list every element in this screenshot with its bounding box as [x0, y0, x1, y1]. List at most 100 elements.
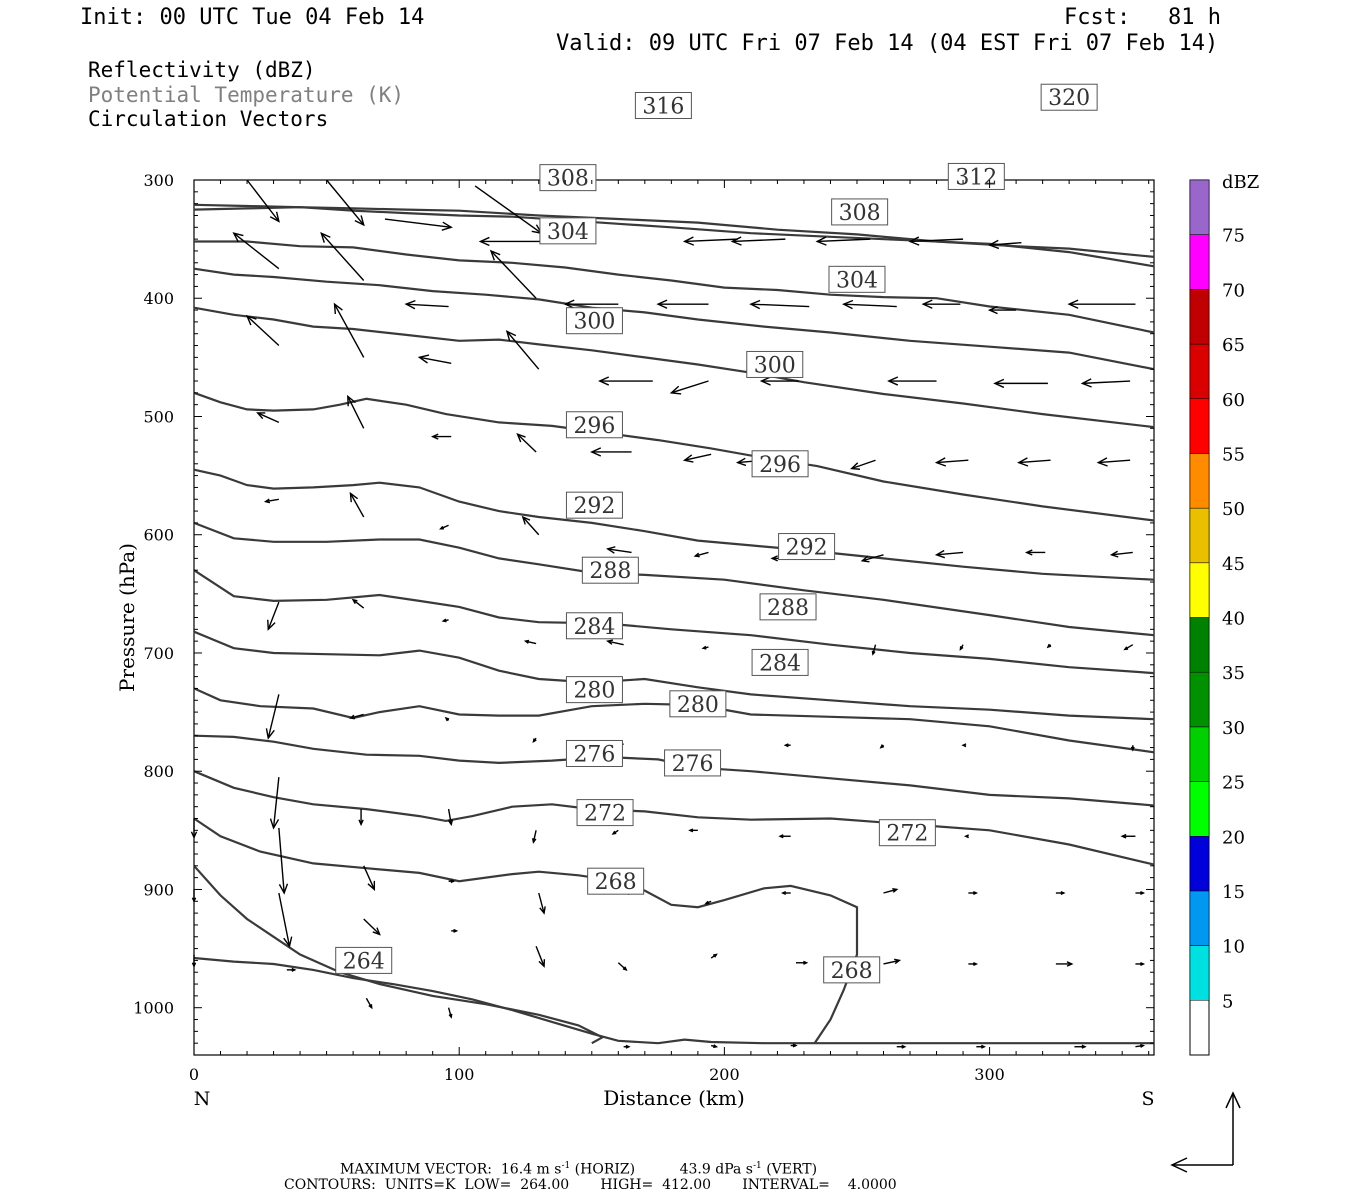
vector-arrow	[934, 457, 969, 467]
vector-shaft	[1098, 459, 1131, 464]
vector-shaft	[695, 551, 709, 557]
vector-arrow	[1017, 457, 1051, 467]
colorbar-swatch	[1189, 343, 1210, 399]
vector-shaft	[490, 250, 537, 299]
vector-arrow	[523, 639, 537, 645]
vector-shaft	[419, 356, 452, 364]
contour-label-box	[664, 749, 722, 777]
dbz-colorbar: 5 10 15 20 25 30 35 40 45 50 55 60 65 70 75 dBZ	[1189, 172, 1259, 1056]
contour-label: 280	[669, 690, 727, 718]
vector-head	[191, 962, 197, 969]
contour-label: 292	[565, 491, 623, 519]
vector-arrow	[815, 236, 871, 246]
colorbar-swatch	[1189, 289, 1210, 345]
vector-head	[860, 555, 870, 563]
colorbar-label: 65	[1222, 335, 1245, 356]
contour-320	[193, 206, 1155, 258]
vector-head	[611, 830, 617, 835]
contour-label-box	[587, 867, 645, 895]
x-tick-label: 300	[974, 1065, 1005, 1084]
contour-label-box	[831, 198, 889, 226]
vector-arrow	[617, 962, 628, 972]
vector-arrow	[842, 299, 897, 310]
vector-arrow	[191, 889, 197, 903]
vector-head	[348, 714, 356, 720]
vector-shaft	[936, 551, 964, 556]
vector-shaft	[851, 459, 876, 470]
vector-arrow	[934, 549, 964, 559]
vector-head	[521, 515, 531, 525]
contour-280	[193, 687, 1155, 754]
y-tick-label: 300	[143, 171, 174, 190]
vector-arrow	[1074, 1044, 1087, 1049]
vector-head	[563, 299, 575, 309]
contour-info-line: CONTOURS: UNITS=K LOW= 264.00 HIGH= 412.…	[284, 1177, 897, 1193]
vector-arrow	[447, 808, 454, 827]
vector-arrow	[590, 447, 632, 457]
contour-304	[193, 306, 1155, 429]
vector-arrow	[730, 236, 786, 246]
vector-shaft	[607, 640, 624, 646]
init-time: Init: 00 UTC Tue 04 Feb 14	[80, 5, 425, 30]
vector-head	[1046, 643, 1052, 649]
colorbar-label: 30	[1222, 718, 1245, 739]
vector-head	[532, 738, 537, 744]
vector-head	[1123, 646, 1129, 651]
vector-shaft	[350, 713, 364, 719]
vector-head	[320, 231, 331, 243]
vector-head	[1025, 549, 1033, 556]
vector-layer	[190, 179, 1146, 1049]
vector-head	[770, 555, 778, 562]
contour-label-box	[539, 217, 597, 245]
vector-head	[1130, 746, 1135, 752]
colorbar-label: 40	[1222, 609, 1245, 630]
max-vector-horiz: 16.4 m s	[500, 1161, 562, 1178]
vector-head	[892, 888, 899, 893]
vector-arrow	[348, 713, 364, 720]
contour-label: 280	[565, 676, 623, 704]
contour-label-text: 268	[595, 870, 637, 895]
contour-label: 296	[565, 411, 623, 439]
contour-label-box	[751, 450, 809, 478]
vector-arrow	[1080, 378, 1131, 388]
vector-shaft	[246, 179, 280, 222]
vector-head	[430, 433, 439, 440]
vector-head	[625, 1044, 631, 1049]
vector-head	[441, 221, 453, 231]
contour-label-text: 296	[573, 414, 615, 439]
vector-arrow	[964, 834, 969, 839]
vector-head	[749, 299, 761, 310]
contour-label-box	[778, 533, 836, 561]
vector-arrow	[871, 644, 877, 656]
vector-arrow	[404, 299, 449, 310]
vector-head	[598, 376, 610, 386]
contour-label-box	[581, 556, 639, 584]
vector-head	[730, 236, 742, 246]
vector-head	[921, 299, 933, 309]
vector-head	[439, 525, 444, 530]
vector-shaft	[684, 238, 738, 243]
vector-head	[964, 834, 969, 839]
vector-arrow	[451, 928, 459, 933]
colorbar-unit: dBZ	[1222, 172, 1259, 193]
contour-label-text: 304	[836, 268, 878, 293]
vector-arrow	[710, 953, 718, 959]
vector-arrow	[365, 997, 373, 1010]
contour-label-box	[335, 946, 393, 974]
contour-label: 268	[587, 867, 645, 895]
contour-label-box	[947, 162, 1005, 190]
contour-label-text: 292	[573, 494, 615, 519]
vector-head	[987, 305, 998, 315]
contour-316	[193, 203, 1155, 268]
vector-shaft	[265, 498, 279, 503]
vector-head	[441, 618, 447, 623]
vector-head	[516, 433, 526, 443]
contour-label-box	[565, 411, 623, 439]
colorbar-swatch	[1189, 781, 1210, 837]
vector-head	[404, 299, 416, 310]
contour-292	[193, 521, 1155, 637]
vector-arrow	[790, 1043, 798, 1048]
colorbar-swatch	[1189, 562, 1210, 618]
vector-arrow	[781, 891, 791, 895]
vector-head	[489, 249, 501, 261]
